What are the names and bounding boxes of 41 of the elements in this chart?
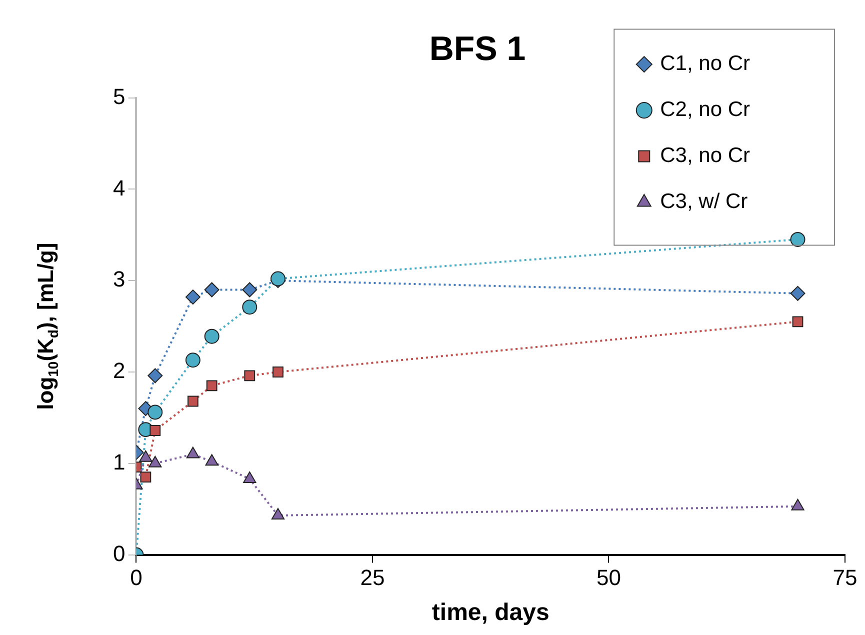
y-tick-label: 2 [112, 358, 126, 384]
point [204, 282, 220, 298]
point [792, 316, 804, 328]
point [185, 290, 200, 305]
chart-title: BFS 1 [429, 30, 526, 68]
point [790, 286, 806, 301]
point [242, 282, 258, 298]
point [150, 425, 161, 436]
legend-label: C3, w/ Cr [660, 190, 748, 214]
x-tick-label: 0 [130, 565, 142, 590]
point [243, 471, 256, 483]
point [186, 446, 200, 458]
y-tick-label: 3 [112, 266, 126, 292]
y-axis-title: log10(Kd), [mL/g] [33, 242, 61, 410]
point [148, 404, 163, 420]
legend-label: C3, no Cr [660, 144, 750, 168]
point [148, 368, 163, 384]
point [790, 232, 806, 247]
point [185, 352, 200, 368]
point [205, 454, 218, 466]
y-tick-label: 1 [112, 449, 126, 474]
x-tick-label: 75 [832, 565, 858, 590]
point [140, 472, 152, 483]
point [148, 456, 162, 468]
legend-label: C2, no Cr [660, 98, 750, 122]
y-tick-label: 0 [112, 540, 126, 566]
point [791, 498, 804, 510]
point [139, 450, 152, 462]
x-tick-label: 25 [360, 565, 385, 590]
legend-label: C1, no Cr [660, 52, 750, 76]
y-tick-label: 5 [112, 84, 126, 109]
y-tick-label: 4 [112, 175, 126, 200]
x-axis-title: time, days [432, 599, 550, 626]
point [187, 396, 198, 407]
point [271, 508, 285, 520]
x-tick-label: 50 [596, 565, 621, 590]
point [244, 370, 256, 382]
point [204, 328, 220, 344]
point [272, 366, 284, 378]
point [206, 380, 218, 392]
point [242, 300, 258, 315]
